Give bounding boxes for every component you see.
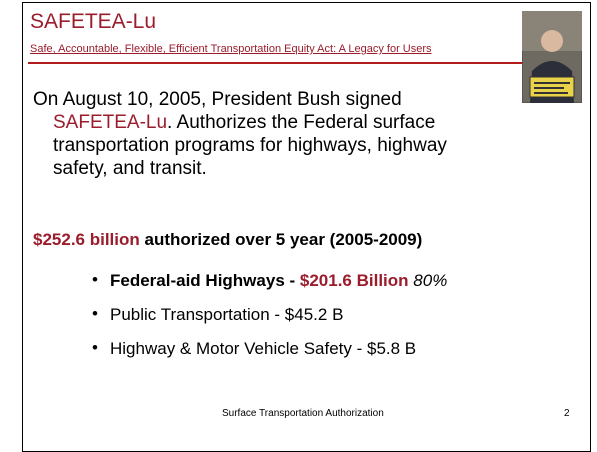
- intro-line: transportation programs for highways, hi…: [53, 135, 447, 156]
- slide-frame: [22, 2, 591, 452]
- bullet: •: [92, 338, 98, 357]
- intro-text: . Authorizes the Federal surface: [167, 112, 436, 133]
- slide-subtitle: Safe, Accountable, Flexible, Efficient T…: [30, 43, 432, 55]
- footer: Surface Transportation Authorization: [222, 408, 384, 419]
- intro-line: SAFETEA-Lu. Authorizes the Federal surfa…: [53, 111, 435, 134]
- intro-line: On August 10, 2005, President Bush signe…: [33, 89, 402, 110]
- slide-title: SAFETEA-Lu: [30, 10, 157, 33]
- bullet-share: 80%: [413, 271, 448, 290]
- bullet-text: Public Transportation - $45.2 B: [110, 305, 344, 324]
- bullet: •: [92, 304, 98, 323]
- summary: $252.6 billion authorized over 5 year (2…: [33, 230, 422, 250]
- title-rule: [28, 62, 528, 64]
- bullet-label: Federal-aid Highways -: [110, 271, 300, 290]
- page-number: 2: [564, 408, 570, 419]
- act-name: SAFETEA-Lu: [53, 112, 168, 133]
- summary-text: authorized over 5 year (2005-2009): [144, 230, 423, 249]
- summary-amount: $252.6 billion: [33, 230, 140, 249]
- bullet-amount: $201.6 Billion: [299, 271, 409, 290]
- bullet: •: [92, 270, 98, 289]
- bullet-text: Federal-aid Highways - $201.6 Billion 80…: [110, 271, 447, 291]
- intro-line: safety, and transit.: [53, 158, 207, 179]
- photo: [522, 11, 582, 103]
- bullet-text: Highway & Motor Vehicle Safety - $5.8 B: [110, 339, 417, 358]
